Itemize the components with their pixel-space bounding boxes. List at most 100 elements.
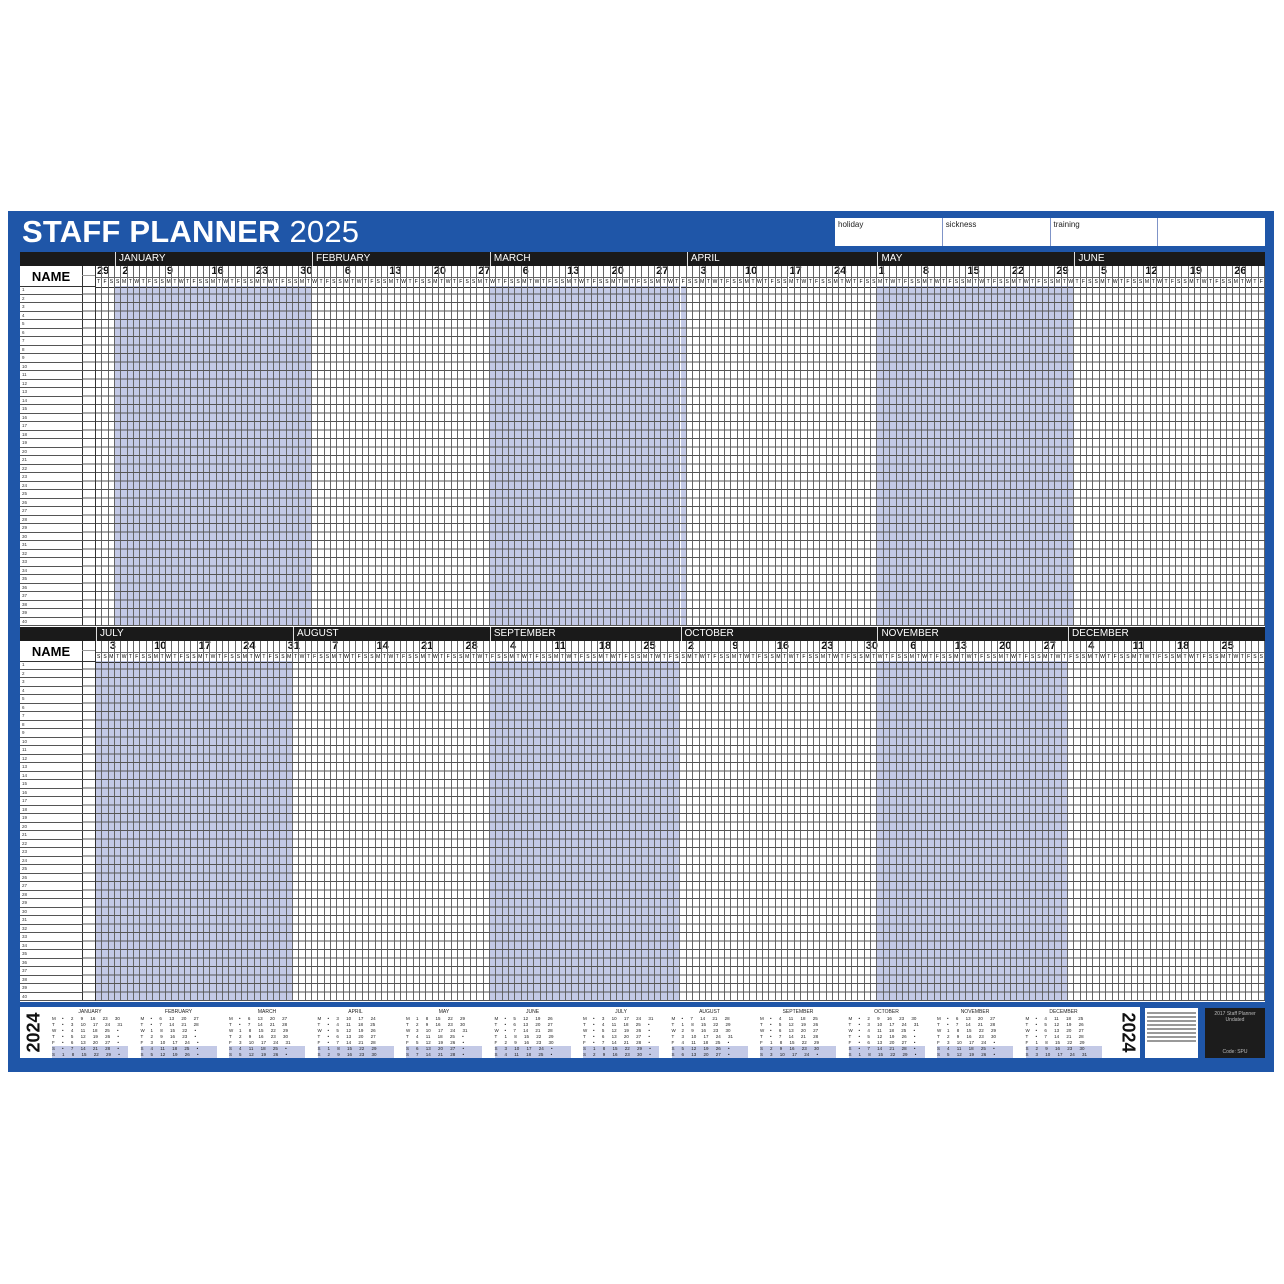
name-row-17[interactable]: 17 [20,422,82,431]
day-cells[interactable] [515,286,521,626]
day-cells[interactable] [890,286,896,626]
day-cells[interactable] [915,661,921,1001]
day-cells[interactable] [896,286,902,626]
day-cells[interactable] [642,286,648,626]
day-cells[interactable] [1182,286,1187,626]
day-cells[interactable] [1138,661,1143,1001]
day-cells[interactable] [184,661,191,1001]
name-row-36[interactable]: 36 [20,584,82,592]
day-cells[interactable] [1259,286,1264,626]
name-row-2[interactable]: 2 [20,670,82,678]
day-cells[interactable] [420,661,425,1001]
name-row-20[interactable]: 20 [20,823,82,831]
name-row-9[interactable]: 9 [20,729,82,738]
day-cells[interactable] [1259,661,1264,1001]
day-cells[interactable] [382,286,387,626]
day-cells[interactable] [738,661,743,1001]
day-cells[interactable] [115,661,121,1001]
day-cells[interactable] [1087,286,1092,626]
day-cells[interactable] [731,286,736,626]
day-cells[interactable] [687,286,692,626]
day-cells[interactable] [865,286,870,626]
day-cells[interactable] [674,661,680,1001]
day-cells[interactable] [401,286,406,626]
day-cells[interactable] [292,286,299,626]
day-cells[interactable] [1119,661,1124,1001]
day-cells[interactable] [789,286,794,626]
day-cells[interactable] [1176,661,1181,1001]
day-cells[interactable] [827,661,832,1001]
day-cells[interactable] [1061,286,1068,626]
name-row-11[interactable]: 11 [20,746,82,755]
day-cells[interactable] [433,661,438,1001]
day-cells[interactable] [1138,286,1143,626]
day-cells[interactable] [776,286,781,626]
name-row-32[interactable]: 32 [20,925,82,933]
day-cells[interactable] [331,661,336,1001]
day-cells[interactable] [376,286,381,626]
legend-sickness[interactable]: sickness [943,218,1051,246]
day-cells[interactable] [489,661,496,1001]
day-cells[interactable] [452,286,457,626]
day-cells[interactable] [706,661,711,1001]
day-cells[interactable] [235,661,242,1001]
day-cells[interactable] [960,661,966,1001]
day-cells[interactable] [204,286,210,626]
day-cells[interactable] [140,286,146,626]
day-cells[interactable] [1125,286,1130,626]
day-cells[interactable] [273,661,280,1001]
name-row-10[interactable]: 10 [20,363,82,371]
day-cells[interactable] [369,286,374,626]
day-cells[interactable] [96,286,101,626]
day-cells[interactable] [325,661,330,1001]
day-cells[interactable] [623,661,629,1001]
day-cells[interactable] [1029,661,1036,1001]
day-cells[interactable] [940,286,947,626]
day-cells[interactable] [960,286,966,626]
day-cells[interactable] [191,661,197,1001]
name-row-4[interactable]: 4 [20,687,82,695]
day-cells[interactable] [1004,286,1010,626]
day-cells[interactable] [1246,661,1251,1001]
day-cells[interactable] [121,286,127,626]
name-row-15[interactable]: 15 [20,780,82,789]
day-cells[interactable] [547,286,553,626]
name-row-21[interactable]: 21 [20,831,82,840]
day-cells[interactable] [972,286,979,626]
day-cells[interactable] [318,661,323,1001]
name-row-34[interactable]: 34 [20,567,82,575]
day-cells[interactable] [508,286,515,626]
day-cells[interactable] [991,661,998,1001]
day-cells[interactable] [1170,661,1175,1001]
name-row-15[interactable]: 15 [20,405,82,414]
day-column[interactable]: S [1258,641,1265,1001]
name-row-37[interactable]: 37 [20,592,82,601]
day-cells[interactable] [915,286,921,626]
name-row-13[interactable]: 13 [20,388,82,397]
day-cells[interactable] [1023,286,1029,626]
day-cells[interactable] [1042,286,1048,626]
day-cells[interactable] [1036,286,1042,626]
day-cells[interactable] [248,286,254,626]
name-row-35[interactable]: 35 [20,950,82,959]
day-cells[interactable] [502,286,508,626]
day-cells[interactable] [1100,661,1105,1001]
day-cells[interactable] [553,661,559,1001]
day-cells[interactable] [1055,286,1061,626]
day-cells[interactable] [782,661,787,1001]
day-cells[interactable] [820,286,825,626]
day-cells[interactable] [1157,661,1162,1001]
day-cells[interactable] [801,661,806,1001]
day-cells[interactable] [337,286,342,626]
day-cells[interactable] [909,661,915,1001]
day-cells[interactable] [1214,286,1219,626]
day-cells[interactable] [763,661,768,1001]
day-cells[interactable] [433,286,438,626]
day-cells[interactable] [750,286,755,626]
name-row-2[interactable]: 2 [20,295,82,303]
day-cells[interactable] [540,661,547,1001]
name-row-27[interactable]: 27 [20,882,82,891]
day-cells[interactable] [1132,286,1137,626]
name-row-33[interactable]: 33 [20,558,82,567]
day-cells[interactable] [896,661,902,1001]
